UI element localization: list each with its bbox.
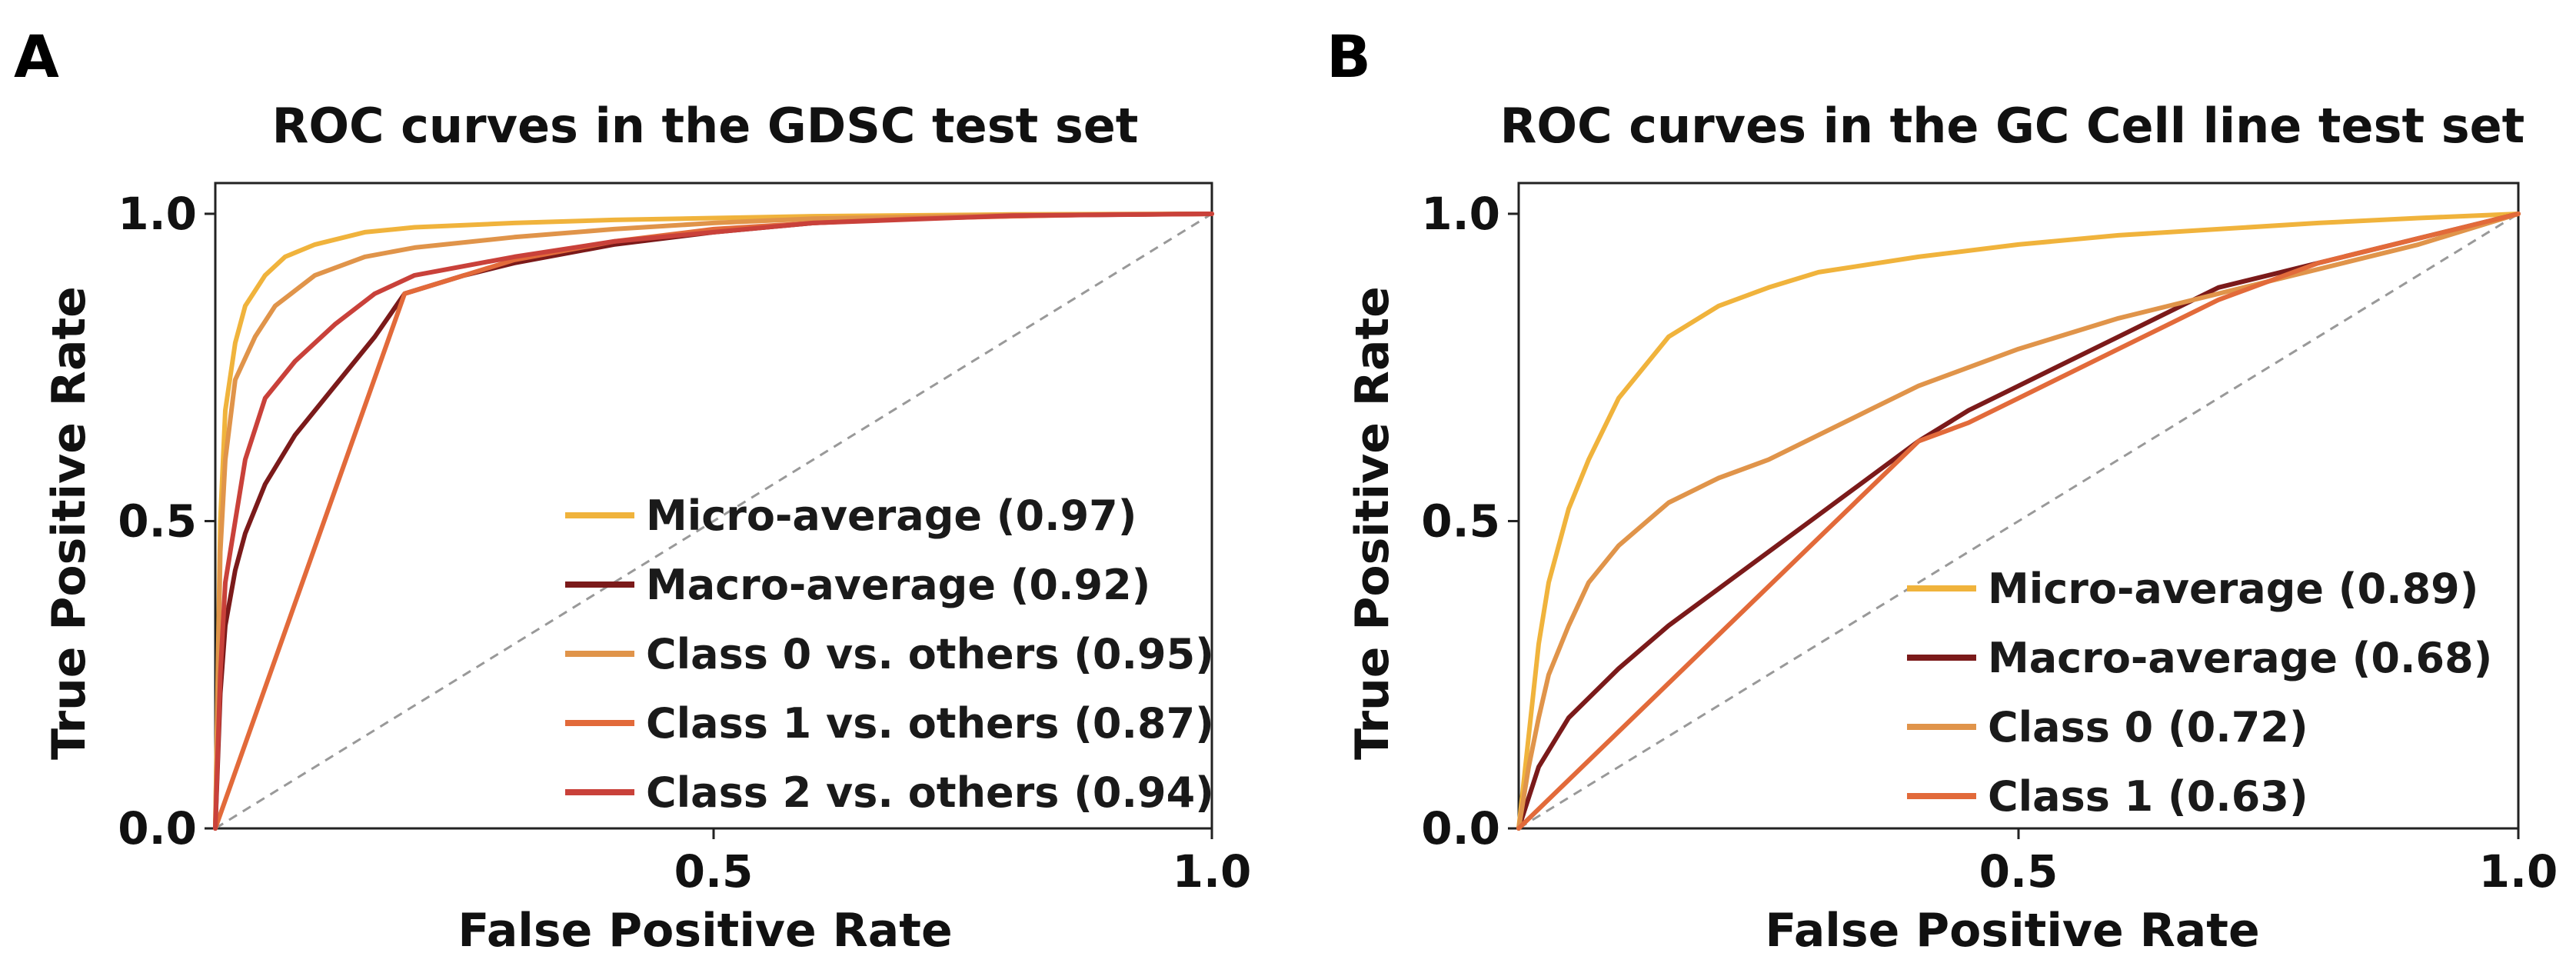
chart-a-roc-gdsc: ROC curves in the GDSC test set False Po…: [42, 98, 1251, 958]
chart-a-legend-label-1: Macro-average (0.92): [646, 561, 1150, 609]
chart-a-curves: [213, 212, 1214, 831]
chart-b-x-tick-label: 0.5: [1979, 845, 2058, 898]
chart-a-y-axis-label: True Positive Rate: [42, 286, 96, 760]
chart-a-x-axis-label: False Positive Rate: [458, 904, 952, 958]
chart-b-y-tick-label: 0.0: [1421, 802, 1500, 855]
chart-a-legend-label-4: Class 2 vs. others (0.94): [646, 768, 1214, 817]
chart-b-series-1-curve: [1516, 212, 2521, 831]
chart-a-x-tick-label: 0.5: [674, 845, 754, 898]
chart-b-y-axis-label: True Positive Rate: [1346, 286, 1399, 760]
chart-b-chance-line: [1518, 212, 2519, 830]
panel-letter-b: B: [1326, 22, 1371, 91]
chart-b-roc-gc-cell-line: ROC curves in the GC Cell line test set …: [1346, 98, 2558, 958]
chart-b-y-tick-label: 1.0: [1421, 188, 1500, 240]
chart-a-legend: Micro-average (0.97) Macro-average (0.92)…: [565, 491, 1214, 817]
chart-b-series-3-curve: [1516, 212, 2521, 831]
chart-a-title: ROC curves in the GDSC test set: [272, 98, 1139, 154]
chart-b-legend-label-1: Macro-average (0.68): [1988, 634, 2492, 682]
chart-a-series-4-curve: [213, 212, 1214, 831]
chart-b-curves: [1516, 212, 2521, 831]
chart-a-y-tick-label: 1.0: [118, 188, 197, 240]
panel-letter-a: A: [14, 22, 59, 91]
chart-b-y-tick-label: 0.5: [1421, 495, 1500, 547]
chart-b-legend-label-0: Micro-average (0.89): [1988, 565, 2478, 613]
chart-a-y-tick-label: 0.5: [118, 495, 197, 547]
chart-a-legend-label-3: Class 1 vs. others (0.87): [646, 699, 1214, 748]
chart-b-x-tick-label: 1.0: [2479, 845, 2558, 898]
chart-a-series-2-curve: [213, 212, 1214, 831]
chart-b-ticks: 0.0 0.5 1.0 0.5 1.0: [1421, 188, 2558, 898]
chart-b-x-axis-label: False Positive Rate: [1765, 904, 2259, 958]
chart-b-title: ROC curves in the GC Cell line test set: [1500, 98, 2525, 154]
chart-b-legend: Micro-average (0.89) Macro-average (0.68)…: [1907, 565, 2492, 821]
chart-a-legend-label-2: Class 0 vs. others (0.95): [646, 630, 1214, 678]
chart-b-legend-label-2: Class 0 (0.72): [1988, 703, 2308, 751]
chart-a-x-tick-label: 1.0: [1173, 845, 1252, 898]
chart-b-legend-label-3: Class 1 (0.63): [1988, 772, 2308, 821]
chart-b-series-2-curve: [1516, 212, 2521, 831]
chart-b-chance-area: [1518, 212, 2519, 830]
chart-a-ticks: 0.0 0.5 1.0 0.5 1.0: [118, 188, 1251, 898]
chart-a-legend-label-0: Micro-average (0.97): [646, 491, 1137, 540]
chart-a-series-0-curve: [213, 212, 1214, 831]
chart-a-y-tick-label: 0.0: [118, 802, 197, 855]
chart-a-chance-area: [215, 212, 1213, 830]
chart-a-chance-line: [215, 212, 1213, 830]
chart-b-series-0-curve: [1516, 212, 2521, 831]
